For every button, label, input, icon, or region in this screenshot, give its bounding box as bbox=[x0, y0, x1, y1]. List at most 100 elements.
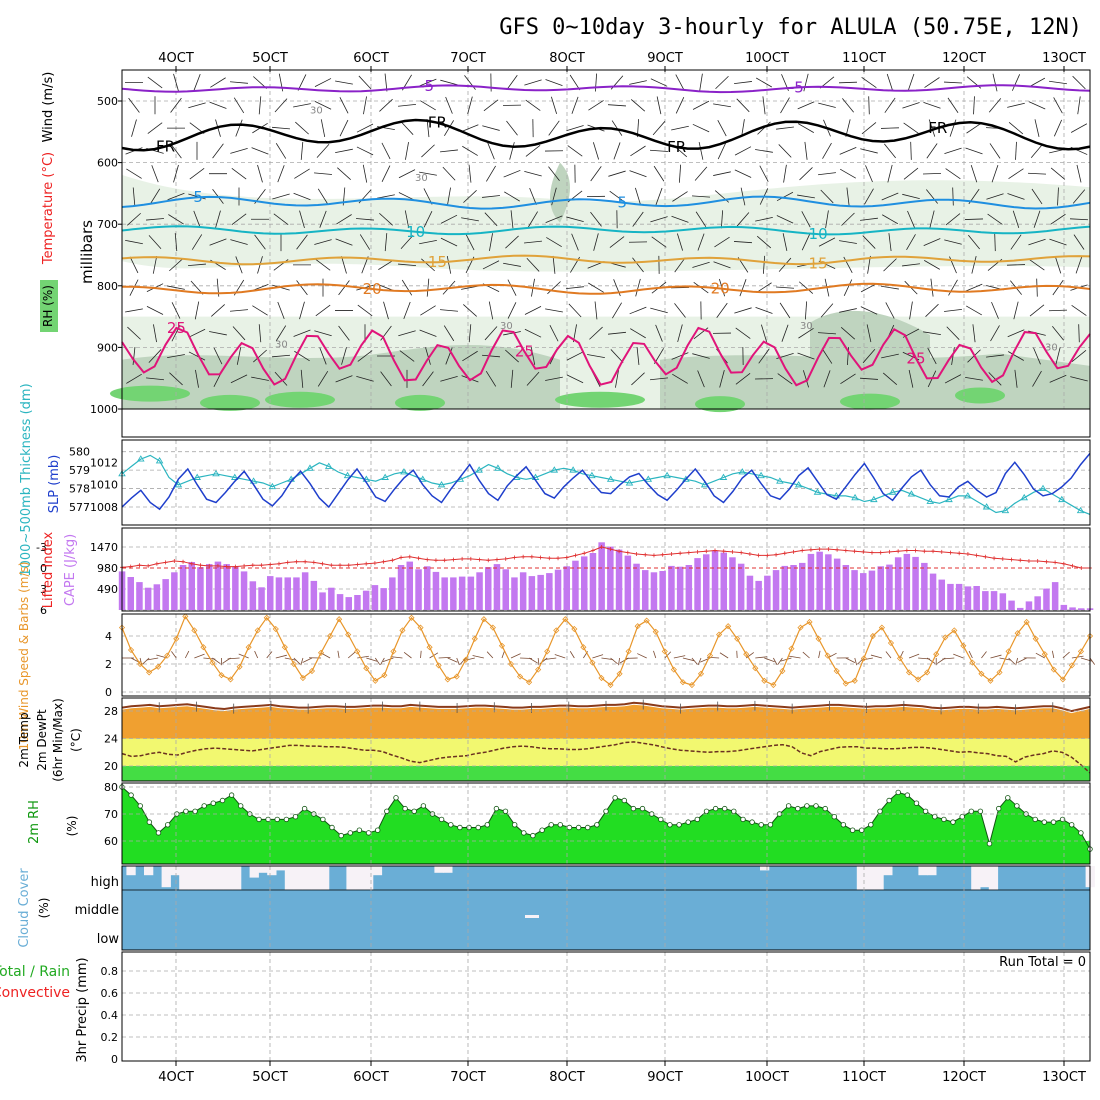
cloud-high-gap bbox=[302, 866, 312, 890]
rh-contour-label: 30 bbox=[500, 321, 513, 332]
wind-barb bbox=[566, 125, 584, 132]
wind-barb bbox=[440, 375, 458, 382]
wind-barb bbox=[1073, 234, 1085, 250]
rh-point bbox=[457, 824, 463, 831]
wind-speed-point bbox=[842, 680, 849, 687]
cape-bar bbox=[284, 577, 291, 610]
cape-bar bbox=[1025, 601, 1033, 610]
wind-barb bbox=[169, 258, 183, 272]
wind-barb bbox=[655, 324, 663, 342]
wind-barb bbox=[822, 142, 832, 159]
wind-barb bbox=[381, 142, 391, 160]
isotherm-label: 5 bbox=[618, 194, 628, 212]
wind-barb bbox=[398, 330, 416, 337]
wind-barb bbox=[1011, 74, 1021, 91]
wind-barb bbox=[740, 187, 746, 206]
date-label-bottom: 5OCT bbox=[252, 1070, 288, 1085]
rh-point bbox=[137, 803, 143, 809]
cape-bar bbox=[990, 591, 998, 610]
rh-point bbox=[256, 816, 262, 823]
thickness-point bbox=[776, 477, 784, 484]
wind-speed-point bbox=[1014, 630, 1021, 637]
wind-barb-10m bbox=[637, 653, 647, 659]
cape-bar bbox=[223, 564, 230, 610]
thickness-point bbox=[306, 464, 314, 471]
wind-barb bbox=[736, 212, 750, 227]
rh-point bbox=[621, 797, 627, 804]
wind-barb bbox=[713, 171, 731, 176]
cloud-high-gap bbox=[293, 866, 303, 890]
wind-barb bbox=[300, 141, 304, 160]
wind-barb bbox=[271, 126, 291, 130]
slp-tick-label: 1008 bbox=[90, 501, 118, 514]
temp-band-low bbox=[122, 766, 1090, 781]
wind-barb bbox=[636, 347, 640, 366]
wind-barb bbox=[127, 212, 141, 226]
wind-speed-point bbox=[1005, 648, 1012, 655]
cape-bar bbox=[354, 595, 361, 610]
wind-barb bbox=[467, 96, 473, 115]
wind-barb bbox=[233, 97, 245, 114]
cloud-high-gap bbox=[346, 866, 356, 890]
li-point bbox=[390, 558, 395, 563]
wind-speed-point bbox=[191, 627, 198, 634]
wind-barb bbox=[526, 258, 540, 272]
li-point bbox=[303, 559, 308, 564]
wind-speed-point bbox=[761, 677, 768, 684]
cape-bar bbox=[729, 557, 736, 610]
rh-point bbox=[1032, 816, 1038, 823]
wind-speed-point bbox=[507, 660, 515, 668]
cloud-high-gap bbox=[188, 866, 198, 890]
cloud-high-gap bbox=[161, 866, 171, 888]
wind-speed-point bbox=[580, 644, 587, 651]
li-point bbox=[948, 550, 953, 555]
wind-barb bbox=[839, 240, 857, 244]
wind-barb-10m bbox=[227, 657, 240, 660]
li-point bbox=[992, 556, 997, 561]
thickness-point bbox=[982, 503, 991, 510]
rh-point bbox=[448, 822, 454, 828]
wind-barb bbox=[230, 374, 248, 384]
isotherm-label: 20 bbox=[363, 280, 382, 298]
wind-barb bbox=[251, 376, 269, 381]
wind-barb bbox=[906, 234, 916, 251]
li-point bbox=[852, 549, 857, 554]
cape-bar bbox=[764, 575, 771, 610]
date-label-top: 9OCT bbox=[647, 51, 683, 66]
wind-barb bbox=[672, 373, 688, 384]
rh-high-patch bbox=[110, 385, 190, 402]
wind-barb bbox=[380, 371, 392, 387]
precip-legend-convective: Convective bbox=[0, 985, 70, 1001]
rh-point bbox=[703, 808, 710, 814]
wind-barb bbox=[778, 257, 792, 272]
li-point bbox=[608, 547, 613, 552]
wind-barb bbox=[697, 233, 705, 251]
wind-barb bbox=[799, 167, 813, 181]
wind-barb bbox=[1048, 309, 1068, 312]
wind-barb bbox=[528, 211, 538, 228]
wind-barb bbox=[319, 347, 327, 365]
rh-high-patch bbox=[265, 391, 335, 408]
wind-speed-point bbox=[1041, 651, 1048, 658]
wind-barb bbox=[1008, 351, 1024, 361]
cape-bar bbox=[877, 566, 884, 610]
wind-barb bbox=[1032, 370, 1042, 387]
wind-barb bbox=[929, 210, 935, 229]
wind-barb bbox=[713, 261, 731, 269]
wind-barb bbox=[964, 218, 984, 220]
thickness-point bbox=[682, 475, 690, 482]
li-point bbox=[477, 557, 482, 562]
wind-barb bbox=[820, 303, 834, 318]
wind-barb bbox=[253, 349, 267, 363]
thickness-point bbox=[400, 468, 408, 475]
li-point bbox=[137, 563, 142, 568]
li-point bbox=[320, 561, 325, 566]
rh-point bbox=[338, 832, 344, 839]
li-point bbox=[686, 550, 691, 555]
cape-bar bbox=[746, 575, 754, 610]
date-label-top: 7OCT bbox=[450, 51, 486, 66]
wind-speed-point bbox=[526, 679, 533, 686]
wind-barb bbox=[462, 350, 478, 362]
li-point bbox=[189, 561, 194, 566]
wind-barb bbox=[719, 370, 725, 388]
